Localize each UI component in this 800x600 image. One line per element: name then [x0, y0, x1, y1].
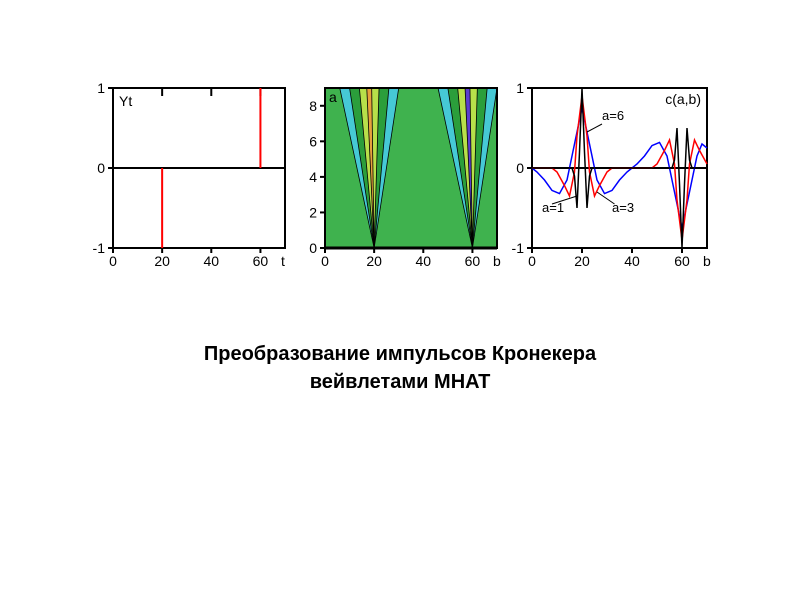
svg-text:Yt: Yt [119, 93, 132, 109]
panel-impulses: -1010204060tYt [85, 80, 300, 275]
svg-text:1: 1 [516, 80, 524, 96]
svg-text:b: b [703, 253, 711, 269]
svg-text:0: 0 [309, 240, 317, 256]
svg-text:4: 4 [309, 169, 317, 185]
svg-text:0: 0 [321, 253, 329, 269]
svg-text:40: 40 [203, 253, 219, 269]
figure-caption: Преобразование импульсов Кронекера вейвл… [0, 340, 800, 396]
svg-text:a=3: a=3 [612, 200, 634, 215]
svg-text:0: 0 [528, 253, 536, 269]
panel-scalogram: 0 2 4 6 8 0 20 40 60 b a [300, 80, 510, 275]
svg-text:a=1: a=1 [542, 200, 564, 215]
caption-line-1: Преобразование импульсов Кронекера [0, 340, 800, 368]
svg-text:1: 1 [97, 80, 105, 96]
svg-text:c(a,b): c(a,b) [665, 91, 701, 107]
impulse-chart: -1010204060tYt [85, 80, 300, 275]
svg-text:-1: -1 [93, 240, 106, 256]
svg-text:0: 0 [109, 253, 117, 269]
svg-text:40: 40 [624, 253, 640, 269]
svg-text:a=6: a=6 [602, 108, 624, 123]
wavelet-chart: -1010204060bc(a,b)a=6a=3a=1 [510, 80, 720, 275]
svg-text:0: 0 [97, 160, 105, 176]
svg-text:6: 6 [309, 133, 317, 149]
charts-row: -1010204060tYt 024680204060ba -101020406… [85, 80, 720, 275]
panel-wavelets: -1010204060bc(a,b)a=6a=3a=1 [510, 80, 720, 275]
svg-text:8: 8 [309, 98, 317, 114]
svg-text:20: 20 [366, 253, 382, 269]
svg-text:a: a [329, 89, 337, 105]
svg-text:20: 20 [154, 253, 170, 269]
svg-text:t: t [281, 253, 285, 269]
svg-text:2: 2 [309, 204, 317, 220]
svg-text:40: 40 [415, 253, 431, 269]
scalogram-chart: 0 2 4 6 8 0 20 40 60 b a [300, 80, 510, 275]
caption-line-2: вейвлетами MHAT [0, 368, 800, 396]
svg-text:0: 0 [516, 160, 524, 176]
svg-text:20: 20 [574, 253, 590, 269]
svg-text:60: 60 [674, 253, 690, 269]
svg-text:60: 60 [465, 253, 481, 269]
svg-text:-1: -1 [512, 240, 525, 256]
svg-text:60: 60 [253, 253, 269, 269]
svg-text:b: b [493, 253, 501, 269]
